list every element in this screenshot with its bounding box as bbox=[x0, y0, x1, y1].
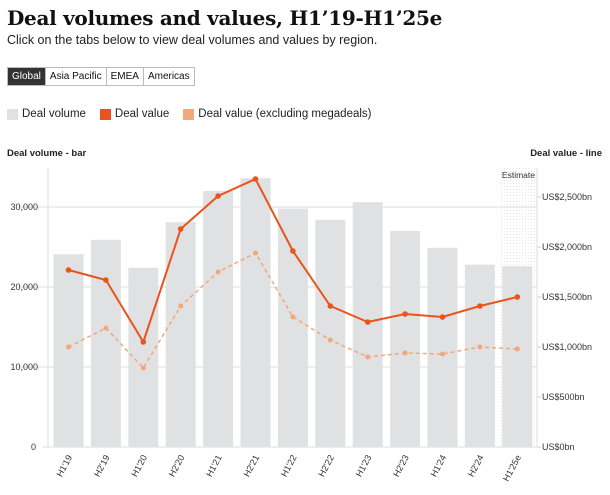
point-deal-value bbox=[477, 303, 483, 309]
subtitle: Click on the tabs below to view deal vol… bbox=[7, 33, 378, 47]
point-deal-value-excl-megadeals bbox=[402, 350, 408, 356]
point-deal-value-excl-megadeals bbox=[327, 337, 333, 343]
point-deal-value-excl-megadeals bbox=[365, 354, 371, 360]
x-tick-label: H2'21 bbox=[242, 453, 262, 478]
left-tick-label: 0 bbox=[31, 442, 36, 452]
x-tick-label: H1'21 bbox=[204, 453, 224, 478]
legend-item-deal-value: Deal value bbox=[99, 108, 170, 120]
bar-deal-volume bbox=[165, 222, 196, 447]
bar-deal-volume bbox=[203, 191, 234, 447]
point-deal-value bbox=[327, 303, 334, 309]
bar-deal-volume bbox=[427, 247, 458, 447]
legend-swatch bbox=[7, 108, 18, 120]
point-deal-value-excl-megadeals bbox=[477, 344, 483, 350]
point-deal-value bbox=[364, 319, 371, 325]
x-tick-label: H1'19 bbox=[55, 453, 75, 478]
x-tick-label: H1'23 bbox=[354, 453, 374, 478]
point-deal-value bbox=[177, 226, 184, 232]
point-deal-value-excl-megadeals bbox=[178, 303, 184, 309]
right-tick-label: US$1,000bn bbox=[542, 342, 592, 352]
bar-deal-volume bbox=[464, 264, 495, 447]
legend-item-deal-value-excl: Deal value (excluding megadeals) bbox=[183, 108, 372, 120]
region-tabs: Global Asia Pacific EMEA Americas bbox=[7, 67, 195, 86]
x-tick-label: H2'20 bbox=[167, 453, 187, 478]
point-deal-value bbox=[215, 193, 221, 199]
point-deal-value bbox=[514, 294, 521, 300]
tab-asia-pacific[interactable]: Asia Pacific bbox=[45, 68, 107, 85]
left-tick-label: 30,000 bbox=[10, 202, 38, 212]
point-deal-value-excl-megadeals bbox=[66, 344, 71, 350]
x-tick-label: H2'22 bbox=[316, 453, 336, 478]
bar-deal-volume bbox=[502, 266, 533, 447]
tab-americas[interactable]: Americas bbox=[143, 68, 194, 85]
tab-emea[interactable]: EMEA bbox=[106, 68, 144, 85]
legend-item-deal-volume: Deal volume bbox=[7, 108, 86, 120]
estimate-label: Estimate bbox=[502, 170, 535, 180]
legend-swatch bbox=[183, 108, 195, 120]
page-title: Deal volumes and values, H1’19-H1’25e bbox=[7, 6, 443, 30]
point-deal-value bbox=[140, 339, 147, 345]
right-tick-label: US$2,500bn bbox=[542, 192, 592, 202]
point-deal-value bbox=[252, 176, 259, 182]
point-deal-value bbox=[402, 311, 408, 317]
x-tick-label: H1'25e bbox=[501, 453, 523, 483]
left-axis-title: Deal volume - bar bbox=[7, 148, 87, 159]
right-axis-title: Deal value - line bbox=[530, 148, 602, 159]
tab-global[interactable]: Global bbox=[8, 68, 46, 85]
legend-label: Deal value bbox=[114, 108, 170, 120]
x-tick-label: H1'22 bbox=[279, 453, 299, 478]
right-tick-label: US$0bn bbox=[542, 442, 575, 452]
bar-deal-volume bbox=[277, 208, 308, 447]
point-deal-value-excl-megadeals bbox=[514, 346, 520, 352]
legend-label: Deal volume bbox=[22, 108, 86, 120]
point-deal-value-excl-megadeals bbox=[440, 351, 445, 357]
point-deal-value bbox=[439, 314, 446, 320]
bar-deal-volume bbox=[53, 254, 84, 447]
point-deal-value-excl-megadeals bbox=[103, 325, 109, 331]
point-deal-value bbox=[103, 277, 109, 283]
x-tick-label: H2'23 bbox=[391, 453, 411, 478]
x-tick-label: H1'20 bbox=[129, 453, 149, 478]
bar-deal-volume bbox=[128, 267, 159, 447]
right-tick-label: US$1,500bn bbox=[542, 292, 592, 302]
legend-swatch bbox=[99, 108, 111, 120]
point-deal-value bbox=[65, 267, 72, 273]
right-tick-label: US$2,000bn bbox=[542, 242, 592, 252]
point-deal-value-excl-megadeals bbox=[140, 365, 146, 371]
point-deal-value-excl-megadeals bbox=[290, 314, 296, 320]
right-tick-label: US$500bn bbox=[542, 392, 585, 402]
bar-deal-volume bbox=[240, 178, 271, 447]
legend-label: Deal value (excluding megadeals) bbox=[198, 108, 372, 120]
x-tick-label: H1'24 bbox=[429, 453, 449, 478]
point-deal-value-excl-megadeals bbox=[215, 269, 221, 275]
x-tick-label: H2'24 bbox=[466, 453, 486, 478]
bar-deal-volume bbox=[90, 239, 121, 447]
bar-deal-volume bbox=[390, 231, 421, 447]
x-tick-label: H2'19 bbox=[92, 453, 112, 478]
point-deal-value bbox=[290, 248, 296, 254]
left-tick-label: 20,000 bbox=[10, 282, 38, 292]
point-deal-value-excl-megadeals bbox=[253, 250, 258, 256]
left-tick-label: 10,000 bbox=[10, 362, 38, 372]
legend: Deal volume Deal value Deal value (exclu… bbox=[7, 108, 372, 120]
